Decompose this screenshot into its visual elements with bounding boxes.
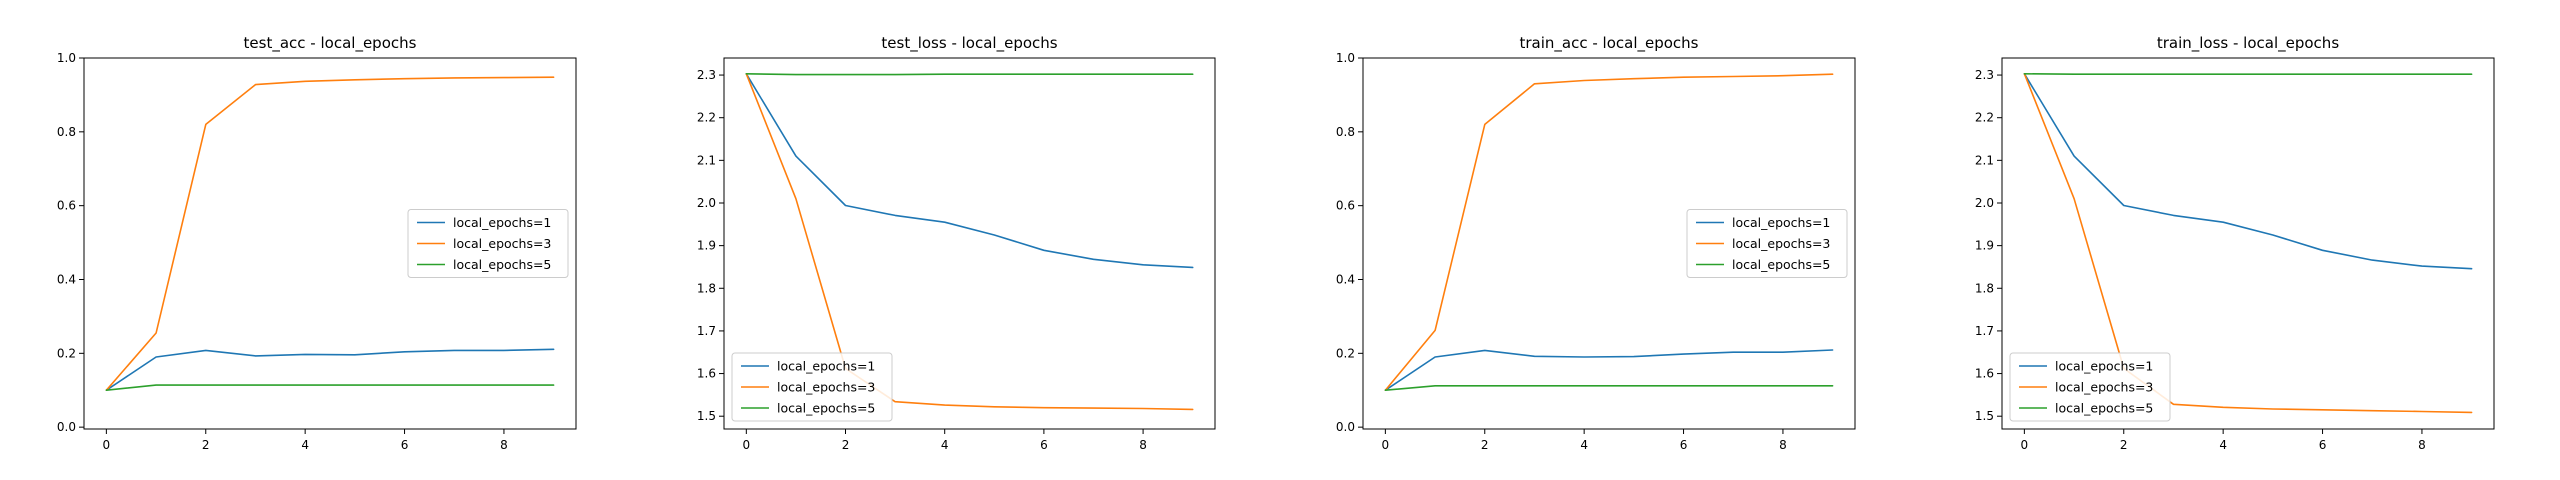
x-tick-label: 6: [401, 438, 409, 452]
axes-frame: [2001, 57, 2495, 430]
axes-frame: [83, 57, 577, 430]
x-tick-label: 4: [1580, 438, 1588, 452]
y-tick-label: 2.2: [697, 111, 716, 125]
series-line-local-epochs-1: [1384, 349, 1834, 392]
series-line-local-epochs-1: [745, 73, 1194, 269]
y-tick-label: 0.0: [57, 420, 76, 434]
series-line-local-epochs-5: [745, 73, 1194, 76]
x-tick-label: 2: [2120, 438, 2128, 452]
legend-label: local_epochs=3: [453, 236, 551, 251]
axes-frame: [1362, 57, 1856, 430]
series-line-local-epochs-3: [1384, 73, 1834, 392]
y-tick-label: 2.3: [1975, 68, 1994, 82]
y-tick-label: 2.1: [1975, 153, 1994, 167]
y-tick-label: 1.7: [697, 324, 716, 338]
y-tick-label: 1.6: [697, 367, 716, 381]
y-tick-label: 0.8: [1336, 125, 1355, 139]
y-tick-label: 2.0: [1975, 196, 1994, 210]
y-tick-label: 1.5: [1975, 409, 1994, 423]
series-line-local-epochs-5: [105, 384, 555, 392]
series-line-local-epochs-3: [745, 73, 1194, 411]
legend-label: local_epochs=5: [2055, 401, 2153, 416]
legend-label: local_epochs=5: [777, 401, 875, 416]
y-tick-label: 0.4: [1336, 272, 1355, 286]
legend-label: local_epochs=3: [777, 380, 875, 395]
y-tick-label: 2.1: [697, 153, 716, 167]
x-tick-label: 2: [842, 438, 850, 452]
y-tick-label: 1.9: [697, 239, 716, 253]
x-tick-label: 0: [1382, 438, 1390, 452]
x-tick-label: 8: [1779, 438, 1787, 452]
series-line-local-epochs-1: [2023, 73, 2473, 270]
y-tick-label: 0.8: [57, 125, 76, 139]
legend-label: local_epochs=3: [2055, 380, 2153, 395]
legend-label: local_epochs=1: [2055, 359, 2153, 374]
series-line-local-epochs-1: [105, 348, 555, 392]
legend-box: [731, 352, 893, 422]
x-tick-label: 2: [1481, 438, 1489, 452]
series-line-local-epochs-3: [105, 76, 555, 392]
legend: local_epochs=1 local_epochs=3 local_epochs…: [731, 352, 893, 422]
legend-box: [1686, 209, 1848, 278]
y-tick-label: 1.8: [697, 281, 716, 295]
y-tick-label: 0.0: [1336, 420, 1355, 434]
chart-panel-3: train_acc - local_epochs 0 2 4 6 8 0.0 0.2 0.4 0.…: [1336, 34, 1856, 452]
legend-label: local_epochs=1: [777, 359, 875, 374]
y-tick-label: 0.6: [1336, 199, 1355, 213]
y-tick-label: 1.5: [697, 409, 716, 423]
x-tick-label: 2: [202, 438, 210, 452]
y-tick-label: 1.0: [1336, 51, 1355, 65]
legend-box: [407, 209, 569, 278]
legend-box: [2009, 352, 2171, 422]
x-tick-label: 4: [941, 438, 949, 452]
chart-title: train_loss - local_epochs: [2157, 34, 2339, 53]
legend-label: local_epochs=5: [1732, 257, 1830, 272]
legend-label: local_epochs=1: [1732, 215, 1830, 230]
x-tick-label: 6: [1040, 438, 1048, 452]
series-line-local-epochs-3: [2023, 73, 2473, 414]
y-tick-label: 2.0: [697, 196, 716, 210]
legend: local_epochs=1 local_epochs=3 local_epochs…: [1686, 209, 1848, 278]
y-tick-label: 1.0: [57, 51, 76, 65]
chart-title: test_loss - local_epochs: [881, 34, 1057, 53]
y-tick-label: 2.2: [1975, 111, 1994, 125]
legend-label: local_epochs=3: [1732, 236, 1830, 251]
x-tick-label: 6: [1680, 438, 1688, 452]
x-tick-label: 6: [2319, 438, 2327, 452]
chart-panel-2: test_loss - local_epochs 0 2 4 6 8 1.5 1.6 1.7 1.…: [697, 34, 1216, 452]
y-tick-label: 0.2: [57, 346, 76, 360]
series-line-local-epochs-5: [1384, 384, 1834, 392]
y-tick-label: 1.8: [1975, 281, 1994, 295]
x-tick-label: 0: [742, 438, 750, 452]
axes-frame: [723, 57, 1216, 430]
y-tick-label: 1.9: [1975, 239, 1994, 253]
legend-label: local_epochs=1: [453, 215, 551, 230]
chart-panel-4: train_loss - local_epochs 0 2 4 6 8 1.5 1.6 1.7 1…: [1975, 34, 2495, 452]
x-tick-label: 8: [500, 438, 508, 452]
legend: local_epochs=1 local_epochs=3 local_epochs…: [2009, 352, 2171, 422]
x-tick-label: 0: [2021, 438, 2029, 452]
y-tick-label: 0.2: [1336, 346, 1355, 360]
x-tick-label: 4: [301, 438, 309, 452]
y-tick-label: 0.6: [57, 199, 76, 213]
x-tick-label: 0: [103, 438, 111, 452]
y-tick-label: 1.7: [1975, 324, 1994, 338]
y-tick-label: 1.6: [1975, 367, 1994, 381]
x-tick-label: 8: [1139, 438, 1147, 452]
x-tick-label: 4: [2219, 438, 2227, 452]
x-tick-label: 8: [2418, 438, 2426, 452]
legend: local_epochs=1 local_epochs=3 local_epochs…: [407, 209, 569, 278]
chart-title: test_acc - local_epochs: [244, 34, 417, 53]
chart-panel-1: test_acc - local_epochs 0 2 4 6 8 0.0 0.2 0.4 0.6…: [57, 34, 577, 452]
chart-title: train_acc - local_epochs: [1520, 34, 1699, 53]
y-tick-label: 2.3: [697, 68, 716, 82]
y-tick-label: 0.4: [57, 272, 76, 286]
legend-label: local_epochs=5: [453, 257, 551, 272]
